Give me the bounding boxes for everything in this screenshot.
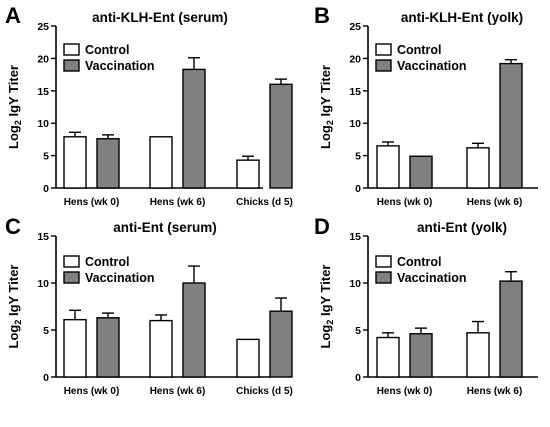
x-category-label: Chicks (d 5) xyxy=(236,197,293,208)
y-axis-label-sub: 2 xyxy=(325,320,335,325)
y-axis-label: Log2 IgY Titer xyxy=(318,265,335,349)
bar-vaccination xyxy=(409,155,433,189)
y-tick-label: 0 xyxy=(43,372,49,384)
y-axis-label-rest: IgY Titer xyxy=(6,65,21,120)
bar-vaccination xyxy=(96,138,120,189)
y-tick-label: 25 xyxy=(349,21,361,33)
bar-control xyxy=(149,319,173,378)
legend-label: Vaccination xyxy=(397,59,466,73)
legend-swatch-control xyxy=(375,43,392,56)
y-axis-label: Log2 IgY Titer xyxy=(6,265,23,349)
y-tick-label: 15 xyxy=(37,231,49,243)
y-tick-label: 15 xyxy=(349,231,361,243)
legend-swatch-vaccination xyxy=(63,271,80,284)
y-axis-label: Log2 IgY Titer xyxy=(6,65,23,149)
bar-vaccination xyxy=(269,310,293,378)
x-category-label: Hens (wk 0) xyxy=(64,386,120,397)
x-category-label: Hens (wk 6) xyxy=(467,386,523,397)
y-tick-label: 0 xyxy=(43,183,49,195)
bar-control xyxy=(236,338,260,378)
bar-vaccination xyxy=(499,62,523,189)
y-axis-label-main: Log xyxy=(6,325,21,349)
y-axis-label-rest: IgY Titer xyxy=(318,65,333,120)
y-tick-label: 10 xyxy=(349,278,361,290)
x-category-label: Hens (wk 0) xyxy=(64,197,120,208)
chart-title: anti-KLH-Ent (yolk) xyxy=(401,10,523,25)
legend-swatch-vaccination xyxy=(63,59,80,72)
y-tick-label: 5 xyxy=(355,325,361,337)
bar-control xyxy=(466,332,490,378)
legend-label: Vaccination xyxy=(397,271,466,285)
bar-control xyxy=(236,159,260,189)
y-tick-label: 0 xyxy=(355,372,361,384)
y-axis-label-sub: 2 xyxy=(13,320,23,325)
y-axis-label-main: Log xyxy=(318,325,333,349)
bar-control xyxy=(376,336,400,378)
bar-control xyxy=(63,136,87,189)
x-category-label: Hens (wk 6) xyxy=(467,197,523,208)
panel-letter: C xyxy=(5,214,21,239)
legend-label: Control xyxy=(85,43,129,57)
bar-vaccination xyxy=(96,317,120,378)
chart-title: anti-Ent (serum) xyxy=(113,220,217,235)
bar-control xyxy=(376,145,400,189)
y-axis-label-main: Log xyxy=(318,125,333,149)
y-tick-label: 20 xyxy=(37,53,49,65)
y-axis-label-main: Log xyxy=(6,125,21,149)
bar-vaccination xyxy=(499,280,523,378)
y-tick-label: 15 xyxy=(37,86,49,98)
chart-title: anti-KLH-Ent (serum) xyxy=(92,10,228,25)
legend-label: Control xyxy=(85,255,129,269)
bar-vaccination xyxy=(269,83,293,189)
legend-swatch-vaccination xyxy=(375,59,392,72)
panel-letter: A xyxy=(5,3,21,28)
y-axis-label-sub: 2 xyxy=(13,120,23,125)
y-tick-label: 10 xyxy=(37,118,49,130)
bar-control xyxy=(63,318,87,378)
panel-letter: D xyxy=(314,214,330,239)
x-category-label: Hens (wk 0) xyxy=(377,197,433,208)
y-tick-label: 5 xyxy=(355,151,361,163)
chart-title: anti-Ent (yolk) xyxy=(417,220,507,235)
bar-vaccination xyxy=(182,282,206,378)
y-tick-label: 5 xyxy=(43,325,49,337)
legend-swatch-control xyxy=(63,255,80,268)
x-category-label: Chicks (d 5) xyxy=(236,386,293,397)
x-category-label: Hens (wk 6) xyxy=(150,386,206,397)
legend-swatch-control xyxy=(63,43,80,56)
y-tick-label: 10 xyxy=(349,118,361,130)
bar-vaccination xyxy=(182,68,206,189)
legend-swatch-vaccination xyxy=(375,271,392,284)
y-axis-label: Log2 IgY Titer xyxy=(318,65,335,149)
legend-label: Control xyxy=(397,255,441,269)
legend-label: Control xyxy=(397,43,441,57)
legend-label: Vaccination xyxy=(85,59,154,73)
legend-label: Vaccination xyxy=(85,271,154,285)
y-tick-label: 5 xyxy=(43,151,49,163)
bar-control xyxy=(149,136,173,189)
bar-vaccination xyxy=(409,333,433,378)
y-axis-label-rest: IgY Titer xyxy=(318,265,333,320)
y-tick-label: 25 xyxy=(37,21,49,33)
y-tick-label: 20 xyxy=(349,53,361,65)
y-axis-label-sub: 2 xyxy=(325,120,335,125)
panel-letter: B xyxy=(314,3,330,28)
y-tick-label: 10 xyxy=(37,278,49,290)
y-axis-label-rest: IgY Titer xyxy=(6,265,21,320)
y-tick-label: 15 xyxy=(349,86,361,98)
y-tick-label: 0 xyxy=(355,183,361,195)
bar-control xyxy=(466,147,490,189)
x-category-label: Hens (wk 6) xyxy=(150,197,206,208)
x-category-label: Hens (wk 0) xyxy=(377,386,433,397)
legend-swatch-control xyxy=(375,255,392,268)
